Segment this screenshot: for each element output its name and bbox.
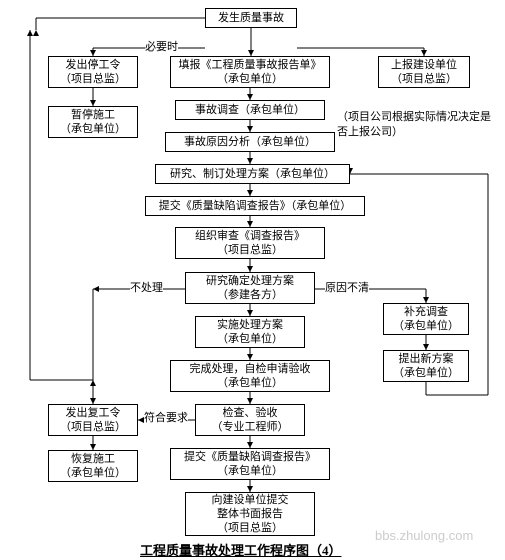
watermark: bbs.zhulong.com [375, 528, 473, 543]
diagram-title: 工程质量事故处理工作程序图（4） [140, 540, 342, 559]
node-n7: 事故原因分析（承包单位） [165, 132, 335, 152]
node-n4: 上报建设单位（项目总监） [378, 56, 470, 88]
node-n2: 发出停工令（项目总监） [48, 56, 138, 88]
node-n17: 发出复工令（项目总监） [48, 404, 138, 436]
node-n9: 提交《质量缺陷调查报告》（承包单位） [145, 196, 365, 216]
node-n15: 提交《质量缺陷调查报告》（承包单位） [170, 448, 330, 480]
node-n19: 补充调查（承包单位） [383, 303, 469, 335]
node-n3: 填报《工程质量事故报告单》（承包单位） [170, 56, 330, 88]
node-n11: 研究确定处理方案（参建各方） [185, 272, 315, 304]
side-note: （项目公司根据实际情况决定是否上报公司） [337, 110, 491, 141]
node-n1: 发生质量事故 [205, 8, 297, 28]
node-n8: 研究、制订处理方案（承包单位） [155, 164, 350, 184]
edge-label-l2: 不处理 [130, 279, 163, 295]
node-n10: 组织审查《调查报告》（项目总监） [175, 227, 325, 259]
node-n13: 完成处理，自检申请验收（承包单位） [170, 360, 330, 392]
node-n6: 事故调查（承包单位） [175, 100, 325, 120]
node-n5: 暂停施工（承包单位） [48, 106, 138, 138]
node-n14: 检查、验收（专业工程师） [195, 404, 305, 436]
node-n18: 恢复施工（承包单位） [48, 450, 138, 482]
node-n16: 向建设单位提交整体书面报告（项目总监） [185, 492, 315, 536]
node-n20: 提出新方案（承包单位） [383, 350, 469, 382]
edge-label-l1: 必要时 [145, 38, 178, 54]
edge-label-l4: 符合要求 [144, 409, 188, 425]
node-n12: 实施处理方案（承包单位） [195, 316, 305, 348]
edge-label-l3: 原因不清 [325, 279, 369, 295]
